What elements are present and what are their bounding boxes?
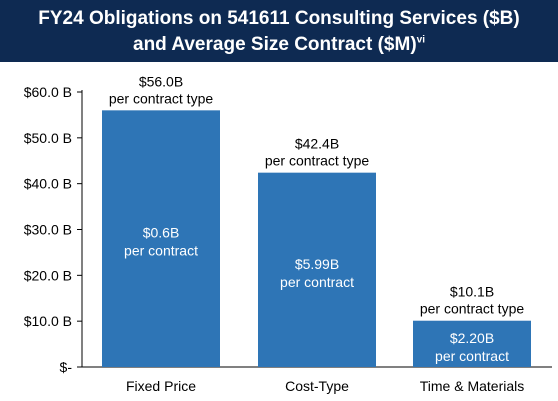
y-tick-label: $20.0 B <box>24 267 72 283</box>
y-tick-label: $30.0 B <box>24 222 72 238</box>
x-category-label: Fixed Price <box>126 378 196 394</box>
bar-inner-value-label: $0.6B <box>143 225 180 241</box>
bar <box>102 110 220 368</box>
bar-top-value-label: $56.0B <box>139 73 183 89</box>
bar-inner-value-label: $5.99B <box>295 256 339 272</box>
y-tick-label: $60.0 B <box>24 84 72 100</box>
bar-inner-sub-label: per contract <box>124 243 198 259</box>
bar-chart: $- $10.0 B $20.0 B $30.0 B $40.0 B $50.0 B $60… <box>24 73 552 394</box>
y-tick-label: $40.0 B <box>24 176 72 192</box>
x-category-label: Time & Materials <box>420 378 525 394</box>
y-tick-label: $50.0 B <box>24 130 72 146</box>
y-tick-label: $10.0 B <box>24 313 72 329</box>
bar-top-value-label: $10.1B <box>450 284 494 300</box>
bar-top-value-label: $42.4B <box>295 136 339 152</box>
bar-top-sub-label: per contract type <box>109 90 213 106</box>
bar-inner-sub-label: per contract <box>435 348 509 364</box>
chart-title-superscript: vi <box>416 34 425 46</box>
bar-inner-sub-label: per contract <box>280 274 354 290</box>
chart-title-line2: and Average Size Contract ($M)vi <box>0 34 558 56</box>
x-category-label: Cost-Type <box>285 378 349 394</box>
bar-top-sub-label: per contract type <box>265 153 369 169</box>
bar-inner-value-label: $2.20B <box>450 330 494 346</box>
chart-title-line2-text: and Average Size Contract ($M) <box>133 34 417 55</box>
y-tick-label: $- <box>60 359 73 375</box>
chart-title-band: FY24 Obligations on 541611 Consulting Se… <box>0 0 558 62</box>
bar <box>413 320 531 367</box>
bar <box>258 172 376 367</box>
bar-top-sub-label: per contract type <box>420 301 524 317</box>
chart-title-line1: FY24 Obligations on 541611 Consulting Se… <box>38 8 520 29</box>
